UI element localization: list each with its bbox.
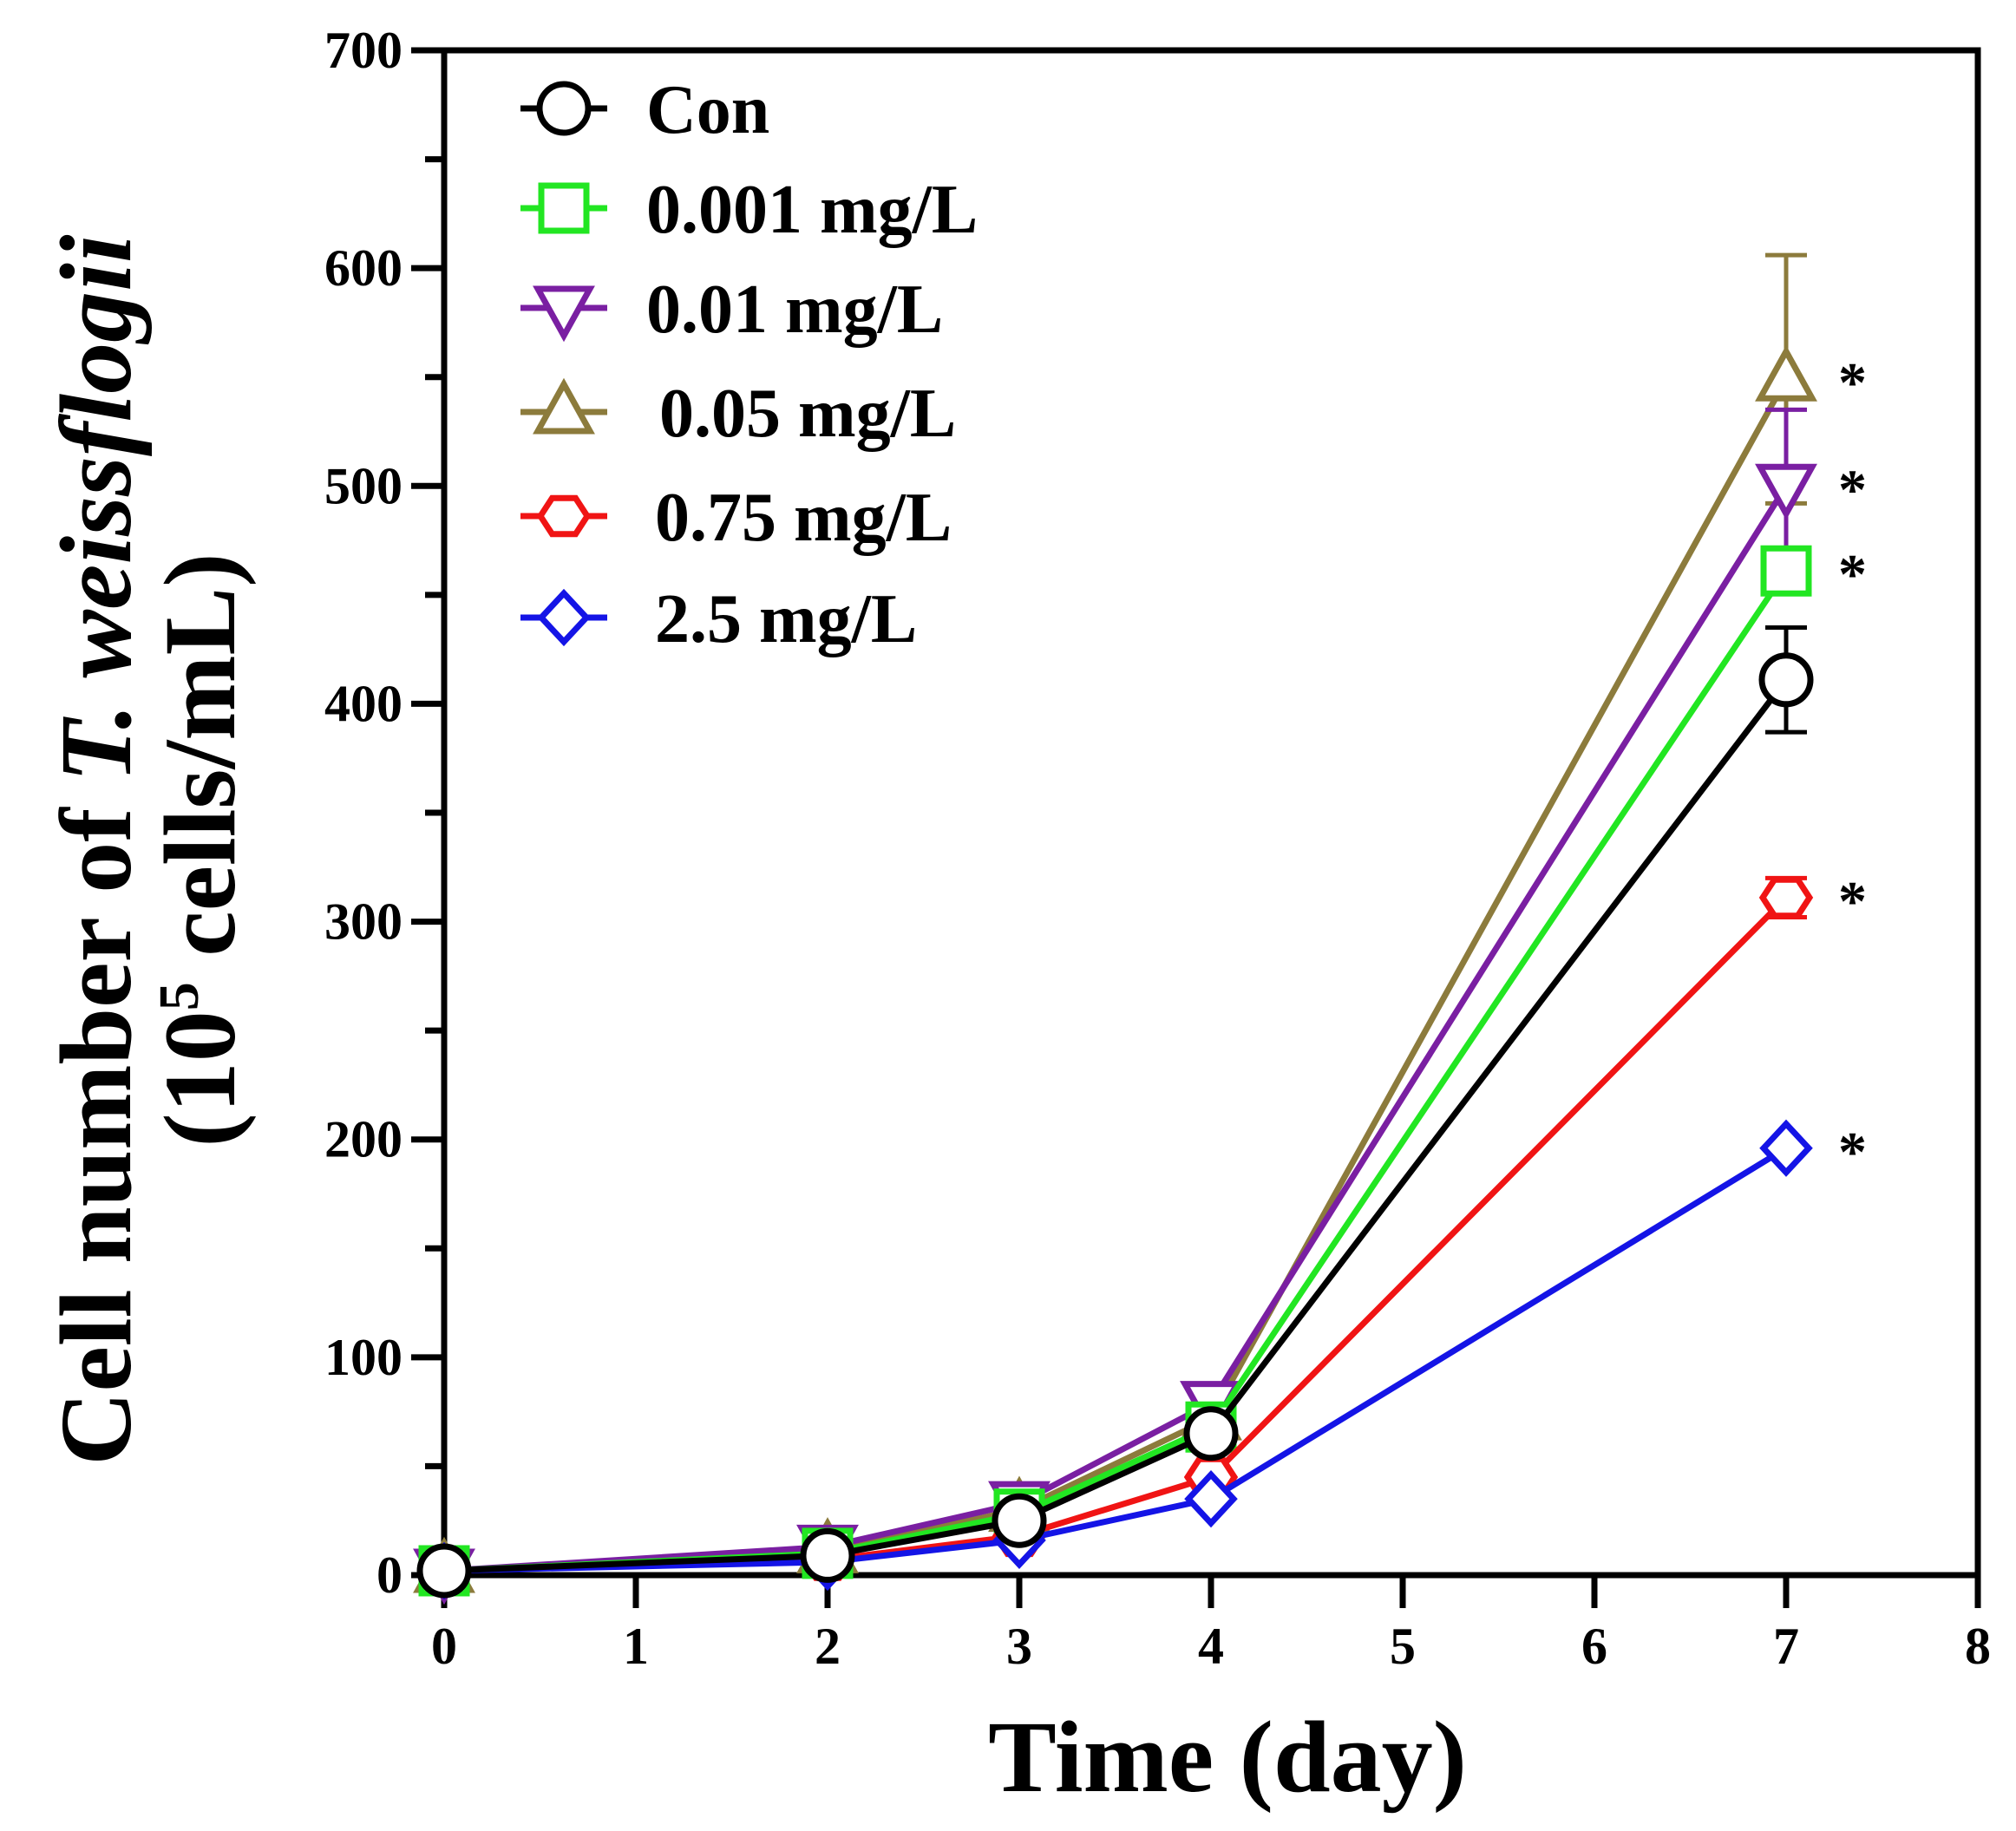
x-tick-label: 0: [431, 1618, 457, 1675]
series-0-01-mg-l: *: [413, 407, 1867, 1605]
legend-entry: 0.001 mg/L: [520, 172, 978, 248]
legend-entry: 0.05 mg/L: [520, 376, 956, 452]
legend-marker: [537, 588, 591, 647]
data-point: [416, 1543, 472, 1599]
x-tick-label: 5: [1390, 1618, 1416, 1675]
y-axis-unit-open: (10: [143, 1010, 257, 1147]
data-point: [1759, 1119, 1813, 1177]
x-tick-label: 3: [1006, 1618, 1032, 1675]
legend-label: 0.001 mg/L: [646, 172, 978, 248]
legend-entry: Con: [520, 72, 769, 148]
legend-label: 0.01 mg/L: [646, 271, 943, 348]
significance-star: *: [1838, 543, 1867, 606]
axes: 0 100 200 300 400 500 600 700 0 1 2 3 4 5 6 7 8: [324, 22, 1991, 1675]
x-tick-label: 2: [815, 1618, 841, 1675]
y-axis-title-species: T. weissflogii: [39, 234, 153, 782]
legend-marker: [533, 377, 595, 435]
series-line: [443, 377, 1790, 1574]
significance-star: *: [1838, 351, 1867, 415]
legend-marker: [536, 81, 592, 136]
data-point: [992, 1493, 1047, 1548]
legend-marker: [536, 494, 592, 538]
data-point: [1183, 1406, 1239, 1462]
series-line: [443, 484, 1789, 1574]
y-tick-label: 700: [324, 22, 403, 79]
y-tick-label: 200: [324, 1111, 403, 1168]
legend-marker: [538, 182, 590, 234]
legend-label: 2.5 mg/L: [655, 581, 917, 657]
legend: Con 0.001 mg/L 0.01 mg/L 0.05 mg/L 0.75 mg/L…: [520, 72, 978, 657]
data-point: [1755, 463, 1817, 520]
data-point: [1184, 1469, 1238, 1528]
series-con: [416, 625, 1814, 1599]
y-axis-title-line1: Cell number of T. weissflogii: [39, 234, 153, 1466]
data-point: [1758, 652, 1814, 708]
legend-entry: 2.5 mg/L: [520, 581, 917, 657]
legend-entry: 0.75 mg/L: [520, 480, 952, 556]
series-line: [443, 569, 1789, 1574]
x-tick-label: 6: [1581, 1618, 1607, 1675]
data-point: [800, 1527, 855, 1583]
data-point: [1758, 876, 1814, 919]
y-tick-label: 600: [324, 239, 403, 297]
x-tick-label: 4: [1198, 1618, 1224, 1675]
legend-marker: [533, 285, 595, 343]
x-tick-label: 1: [623, 1618, 649, 1675]
x-tick-label: 7: [1773, 1618, 1799, 1675]
y-tick-label: 400: [324, 675, 403, 732]
data-point: [1755, 345, 1817, 402]
y-tick-label: 0: [376, 1547, 403, 1604]
y-axis-title-line2: (105 cells/mL): [143, 553, 257, 1147]
y-tick-label: 500: [324, 457, 403, 514]
y-tick-label: 300: [324, 893, 403, 951]
significance-star: *: [1838, 1121, 1867, 1184]
y-tick-label: 100: [324, 1329, 403, 1386]
y-axis-unit-close: cells/mL): [143, 553, 257, 982]
y-axis-unit-exponent: 5: [147, 982, 211, 1010]
significance-star: *: [1838, 870, 1867, 933]
series-line: [443, 677, 1789, 1574]
significance-star: *: [1838, 458, 1867, 521]
series-layer: * * * * *: [413, 252, 1867, 1605]
x-tick-label: 8: [1965, 1618, 1991, 1675]
legend-label: Con: [646, 72, 769, 148]
series-0-05-mg-l: *: [413, 252, 1867, 1593]
y-axis-title-prefix: Cell number of: [39, 782, 153, 1466]
data-point: [1760, 545, 1812, 597]
legend-label: 0.75 mg/L: [655, 480, 952, 556]
series-2-5-mg-l: *: [417, 1119, 1867, 1600]
x-axis-title: Time (day): [988, 1700, 1467, 1814]
legend-entry: 0.01 mg/L: [520, 271, 943, 348]
legend-label: 0.05 mg/L: [659, 376, 956, 452]
